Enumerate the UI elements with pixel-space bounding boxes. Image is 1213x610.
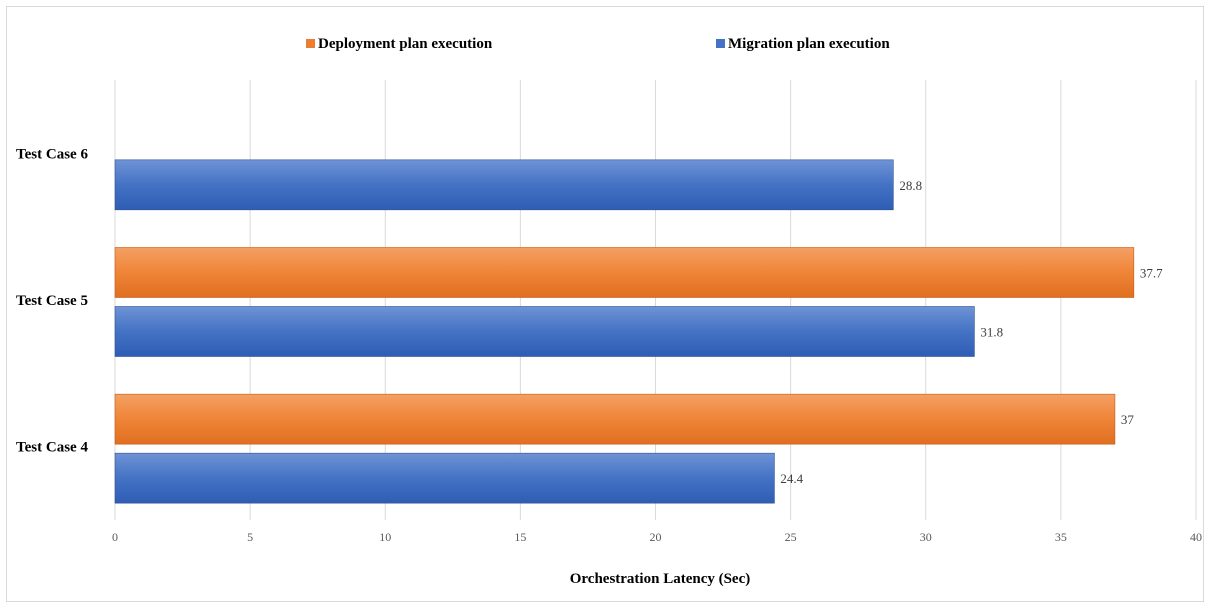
legend-label: Deployment plan execution xyxy=(318,36,493,52)
chart-frame xyxy=(6,6,1204,602)
y-axis-categories: Test Case 6 Test Case 5 Test Case 4 xyxy=(16,146,88,455)
data-label: 37.7 xyxy=(1140,266,1163,281)
grid xyxy=(114,80,1197,520)
category-label: Test Case 6 xyxy=(16,146,88,162)
data-label: 37 xyxy=(1121,412,1135,427)
x-axis-ticks: 0 5 10 15 20 25 30 35 40 xyxy=(112,530,1202,544)
legend-label: Migration plan execution xyxy=(728,36,890,52)
migration-bar xyxy=(114,159,894,211)
legend-swatch xyxy=(306,39,315,48)
x-tick-label: 5 xyxy=(247,530,253,544)
x-tick-label: 30 xyxy=(920,530,932,544)
x-tick-label: 0 xyxy=(112,530,118,544)
x-tick-label: 40 xyxy=(1190,530,1202,544)
x-axis-title: Orchestration Latency (Sec) xyxy=(570,571,751,587)
x-tick-label: 35 xyxy=(1055,530,1067,544)
migration-bar xyxy=(114,306,975,357)
data-label: 31.8 xyxy=(980,325,1003,340)
deployment-bar xyxy=(114,393,1116,445)
deployment-bar xyxy=(114,247,1135,298)
data-label: 28.8 xyxy=(899,178,922,193)
x-tick-label: 10 xyxy=(379,530,391,544)
legend-swatch xyxy=(716,39,725,48)
bars xyxy=(114,159,1135,504)
x-tick-label: 15 xyxy=(514,530,526,544)
legend: Deployment plan execution Migration plan … xyxy=(306,36,890,52)
data-label: 24.4 xyxy=(780,471,803,486)
category-label: Test Case 5 xyxy=(16,293,88,309)
category-label: Test Case 4 xyxy=(16,440,88,456)
x-tick-label: 25 xyxy=(785,530,797,544)
data-labels: 28.8 37.7 31.8 37 24.4 xyxy=(780,178,1163,486)
migration-bar xyxy=(114,452,775,504)
x-tick-label: 20 xyxy=(650,530,662,544)
